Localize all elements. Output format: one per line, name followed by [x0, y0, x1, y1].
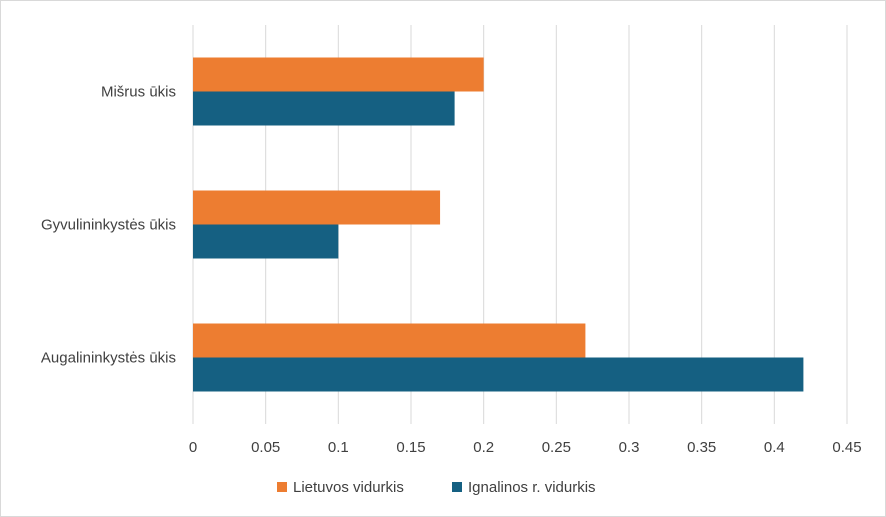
bar-ignalinos-0	[193, 357, 804, 392]
x-tick-label: 0.3	[619, 439, 640, 456]
x-tick-label: 0.45	[832, 439, 861, 456]
x-tick-label: 0.05	[251, 439, 280, 456]
category-label: Augalininkystės ūkis	[41, 350, 176, 367]
bar-lietuvos-2	[193, 57, 484, 92]
legend-swatch	[277, 482, 287, 492]
x-tick-label: 0.2	[473, 439, 494, 456]
x-tick-label: 0.1	[328, 439, 349, 456]
x-tick-label: 0.15	[396, 439, 425, 456]
bar-lietuvos-1	[193, 190, 441, 225]
legend: Lietuvos vidurkis Ignalinos r. vidurkis	[277, 479, 596, 496]
x-tick-label: 0.25	[542, 439, 571, 456]
bar-ignalinos-2	[193, 91, 455, 126]
x-tick-label: 0.4	[764, 439, 785, 456]
category-label: Mišrus ūkis	[101, 84, 176, 101]
bar-lietuvos-0	[193, 323, 586, 358]
category-label: Gyvulininkystės ūkis	[41, 217, 176, 234]
x-tick-label: 0	[189, 439, 197, 456]
bar-ignalinos-1	[193, 224, 339, 259]
legend-label: Ignalinos r. vidurkis	[468, 479, 596, 496]
x-axis-tick-labels: 0 0.05 0.1 0.15 0.2 0.25 0.3 0.35 0.4 0.45	[189, 439, 862, 456]
y-axis-category-labels: Augalininkystės ūkis Gyvulininkystės ūkis…	[41, 84, 176, 367]
legend-swatch	[452, 482, 462, 492]
legend-label: Lietuvos vidurkis	[293, 479, 404, 496]
x-tick-label: 0.35	[687, 439, 716, 456]
bars	[193, 57, 804, 392]
